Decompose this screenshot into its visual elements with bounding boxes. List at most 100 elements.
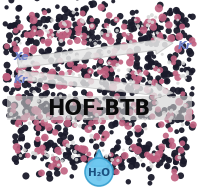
Point xyxy=(137,144,140,147)
Point xyxy=(18,138,21,141)
Point xyxy=(122,79,125,82)
Point xyxy=(157,77,160,80)
Point xyxy=(33,49,36,52)
Point xyxy=(144,115,147,118)
Point xyxy=(73,36,76,40)
Point xyxy=(43,11,46,14)
Point xyxy=(48,81,52,84)
Point xyxy=(51,33,55,36)
Point xyxy=(136,81,139,84)
Point xyxy=(39,115,42,118)
Point xyxy=(25,54,28,57)
Point xyxy=(68,28,71,31)
Point xyxy=(104,32,108,35)
Point xyxy=(117,43,120,46)
Point xyxy=(131,147,134,150)
Point xyxy=(154,42,157,45)
Point xyxy=(98,89,101,92)
Point xyxy=(82,91,86,94)
Point xyxy=(119,60,122,64)
Point xyxy=(74,120,77,123)
Point xyxy=(179,75,183,78)
Point xyxy=(162,73,165,76)
Point xyxy=(32,155,36,158)
Point xyxy=(90,5,93,8)
Point xyxy=(139,87,142,90)
Point xyxy=(54,131,57,134)
Point xyxy=(130,164,133,167)
Point xyxy=(116,63,119,66)
Point xyxy=(45,69,48,72)
Point xyxy=(175,9,179,12)
Point xyxy=(72,101,76,104)
Point xyxy=(11,25,14,28)
Point xyxy=(9,113,13,116)
Point xyxy=(150,43,153,46)
Point xyxy=(187,58,191,61)
Point xyxy=(52,119,56,122)
Point xyxy=(124,99,127,102)
Point xyxy=(123,25,126,28)
Point xyxy=(64,132,67,135)
Point xyxy=(35,64,38,67)
Point xyxy=(132,81,136,84)
Point xyxy=(5,78,8,81)
Point xyxy=(136,130,139,133)
Point xyxy=(158,34,161,37)
Point xyxy=(29,78,32,81)
Point xyxy=(89,39,92,42)
Point xyxy=(152,65,155,68)
Point xyxy=(105,32,108,35)
Point xyxy=(128,35,131,38)
Point xyxy=(99,69,102,72)
Point xyxy=(27,100,30,103)
Point xyxy=(127,33,130,36)
Point xyxy=(76,146,79,149)
Point xyxy=(5,45,9,48)
Point xyxy=(175,29,179,32)
Point xyxy=(28,39,32,42)
Point xyxy=(40,125,43,129)
Point xyxy=(128,111,131,114)
Point xyxy=(102,77,105,80)
Point xyxy=(24,110,27,113)
Point xyxy=(60,72,63,75)
Point xyxy=(25,111,28,114)
Point xyxy=(42,18,46,21)
Point xyxy=(144,127,147,130)
Point xyxy=(63,81,66,84)
Point xyxy=(106,26,109,29)
Point xyxy=(148,107,152,110)
Point xyxy=(121,92,124,95)
Point xyxy=(189,103,192,106)
Point xyxy=(168,61,171,64)
Point xyxy=(57,161,60,164)
Point xyxy=(139,38,142,41)
Point xyxy=(169,55,172,58)
Point xyxy=(77,28,80,31)
Point xyxy=(110,58,113,61)
Point xyxy=(16,74,19,77)
Point xyxy=(76,55,79,58)
Point xyxy=(71,72,75,75)
Point xyxy=(145,153,149,156)
Point xyxy=(171,36,174,39)
Point xyxy=(21,34,24,37)
Point xyxy=(148,81,151,84)
Point xyxy=(144,22,148,25)
Point xyxy=(10,0,13,2)
Point xyxy=(49,19,52,22)
Point xyxy=(28,33,31,36)
Point xyxy=(11,74,15,77)
Point xyxy=(63,51,66,54)
Point xyxy=(178,100,181,103)
Point xyxy=(144,25,147,28)
Point xyxy=(103,91,106,94)
Point xyxy=(116,159,120,162)
Point xyxy=(33,29,36,32)
Point xyxy=(160,146,163,149)
Point xyxy=(181,139,184,143)
Point xyxy=(66,122,69,125)
Point xyxy=(73,104,76,107)
Point xyxy=(24,174,27,177)
